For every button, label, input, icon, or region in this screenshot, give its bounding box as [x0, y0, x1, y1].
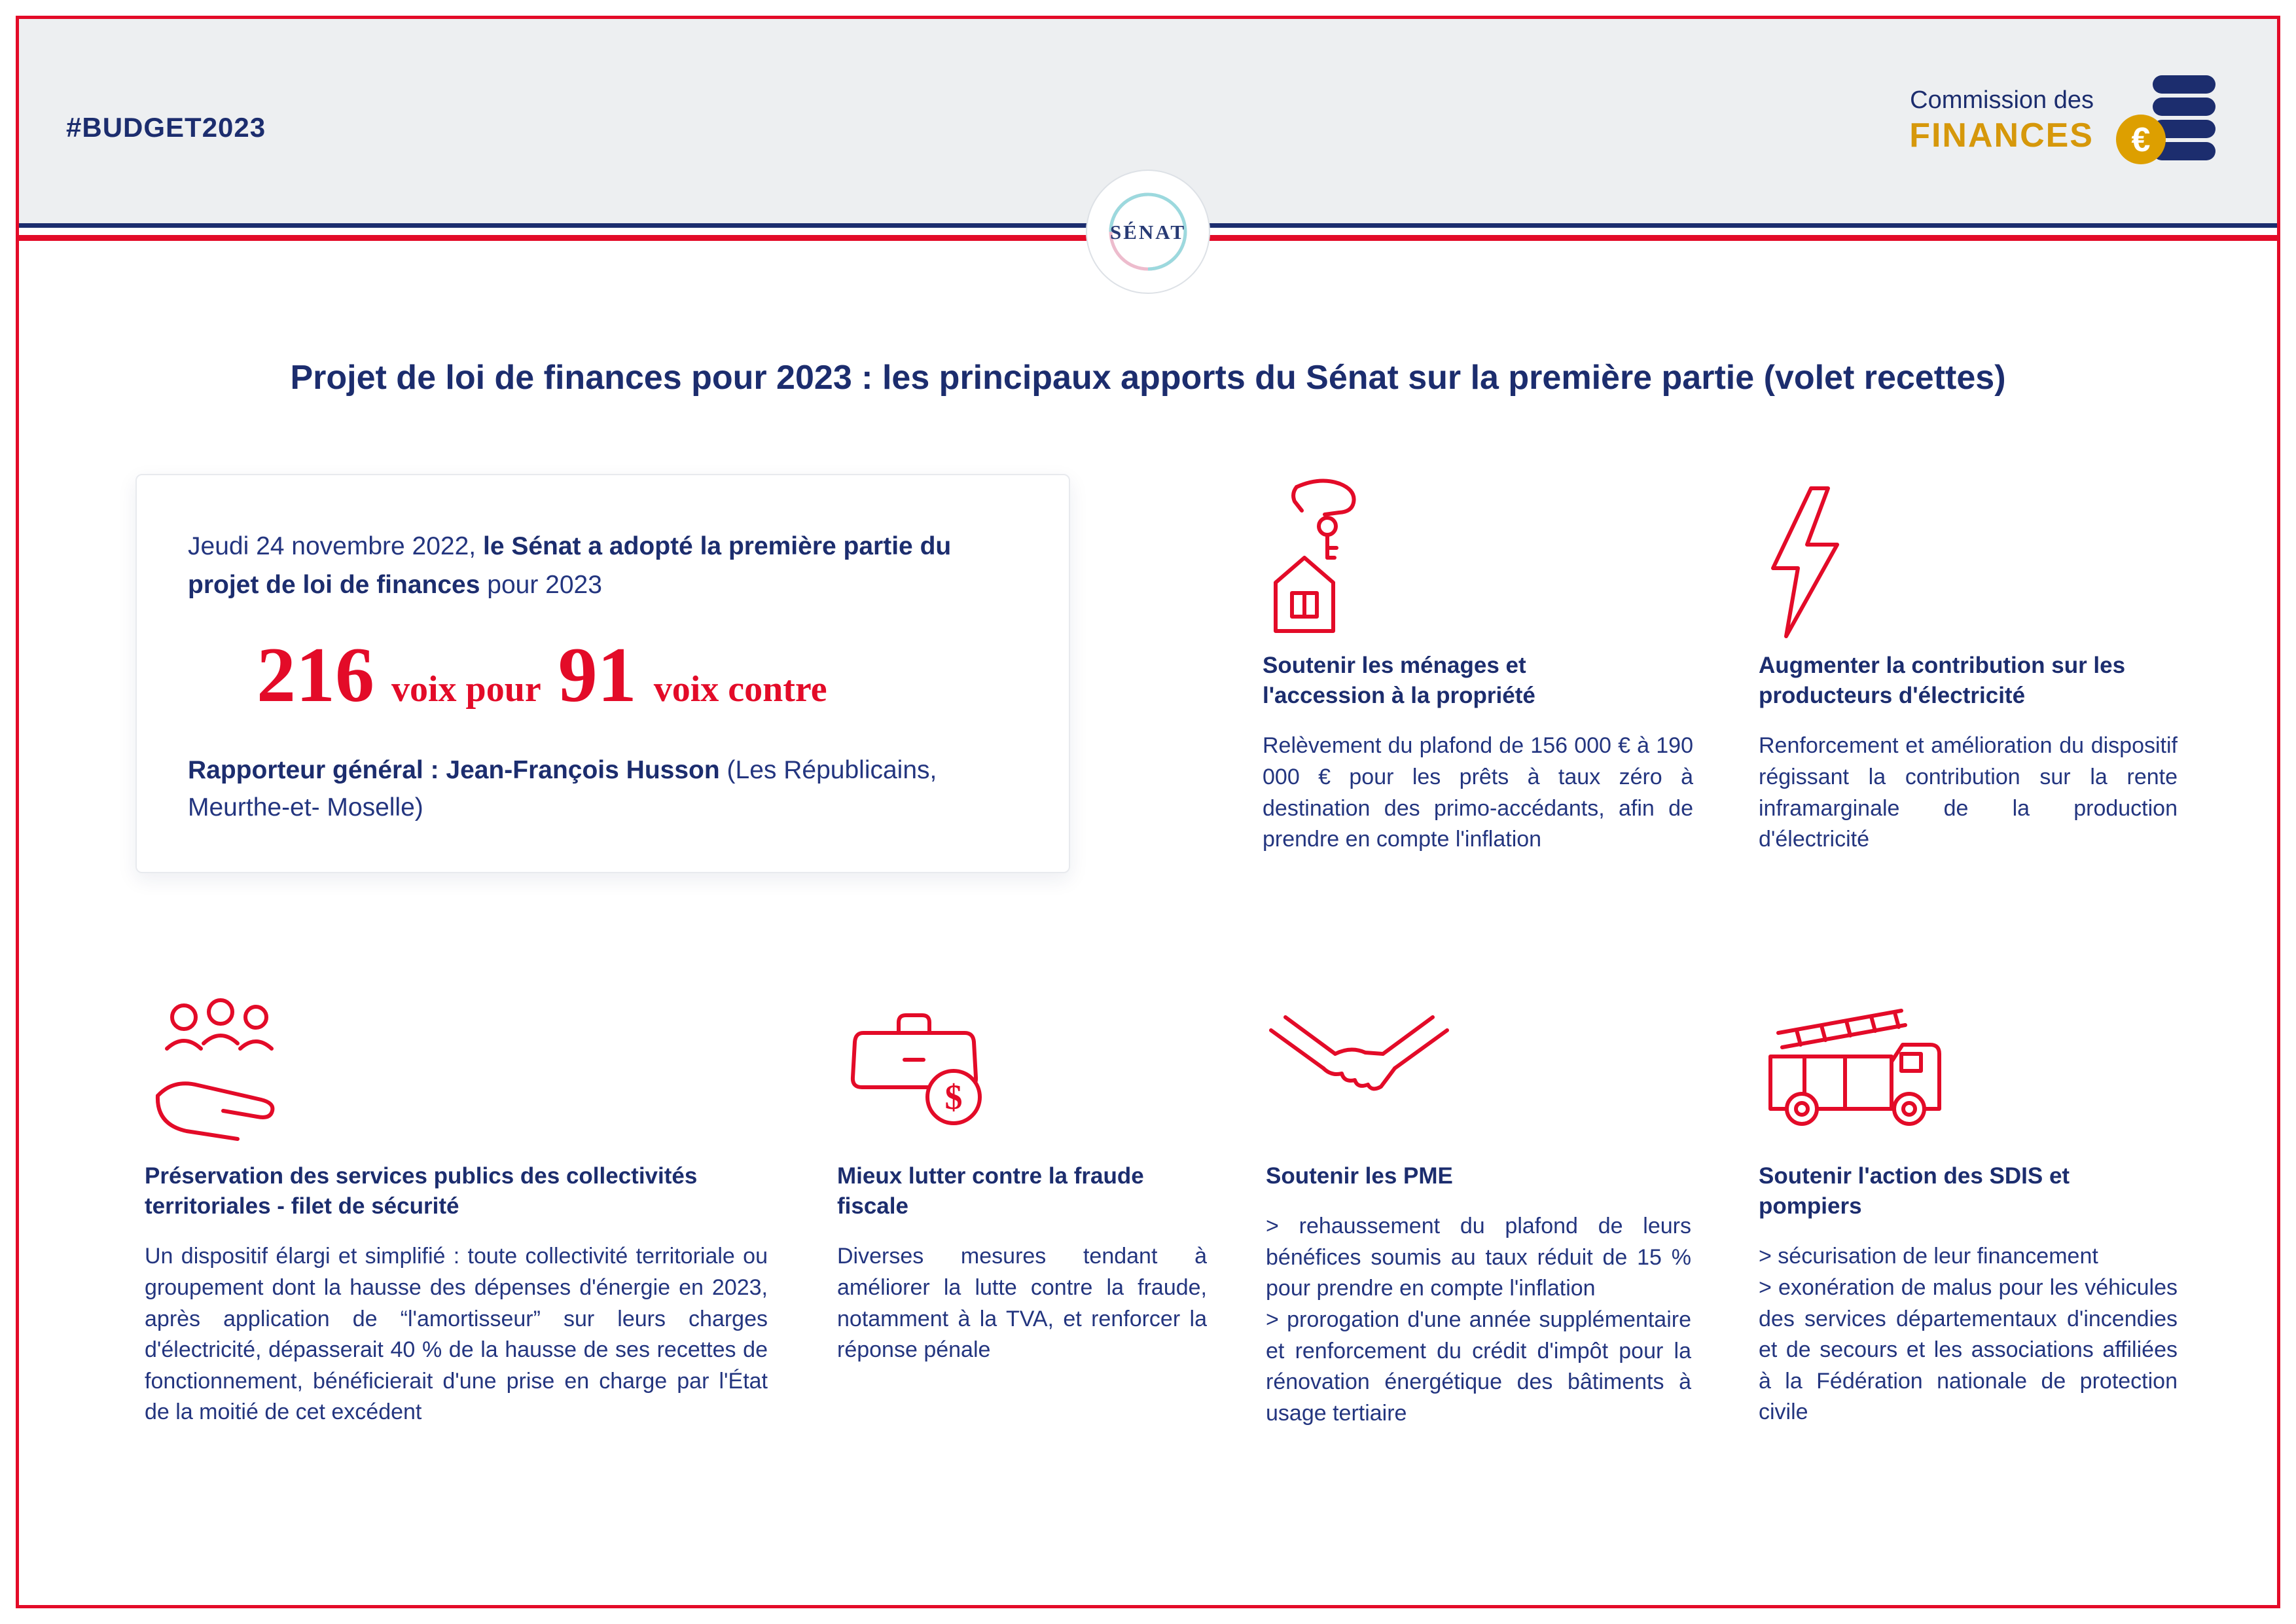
section-body: Un dispositif élargi et simplifié : tout…	[145, 1244, 768, 1425]
section-body: Relèvement du plafond de 156 000 € à 190…	[1263, 733, 1693, 852]
senat-logo-badge: SÉNAT	[1085, 168, 1211, 295]
intro-prefix: Jeudi 24 novembre 2022,	[188, 532, 483, 560]
section-title: Soutenir les ménages et l'accession à la…	[1263, 653, 1535, 709]
rapporteur-line: Rapporteur général : Jean-François Husso…	[188, 752, 1018, 826]
votes-for-value: 216	[257, 631, 374, 718]
handshake-icon	[1269, 1015, 1449, 1091]
icon-box	[145, 971, 768, 1161]
summary-card: Jeudi 24 novembre 2022, le Sénat a adopt…	[135, 474, 1070, 874]
section-fraude-fiscale: $ Mieux lutter contre la fraude fiscale …	[837, 971, 1207, 1366]
icon-box	[1266, 971, 1691, 1161]
commission-label-line1: Commission des	[1910, 86, 2094, 114]
senat-logo-icon: SÉNAT	[1086, 170, 1210, 294]
briefcase-dollar-icon: $	[850, 1013, 982, 1125]
section-menages-propriete: Soutenir les ménages et l'accession à la…	[1263, 474, 1693, 856]
section-collectivites: Préservation des services publics des co…	[145, 971, 768, 1428]
commission-finances-label: Commission des FINANCES	[1909, 86, 2094, 155]
dollar-glyph: $	[945, 1077, 963, 1117]
page-title: Projet de loi de finances pour 2023 : le…	[290, 359, 2006, 397]
icon-box	[1263, 474, 1693, 651]
section-body: > sécurisation de leur financement > exo…	[1759, 1244, 2178, 1425]
section-pme: Soutenir les PME > rehaussement du plafo…	[1266, 971, 1691, 1429]
commission-label-line2: FINANCES	[1909, 116, 2094, 154]
section-title: Soutenir l'action des SDIS et pompiers	[1759, 1163, 2070, 1219]
section-body: Diverses mesures tendant à améliorer la …	[837, 1244, 1207, 1363]
intro-suffix: pour 2023	[480, 570, 602, 599]
commission-finances-logo: Commission des FINANCES €	[1909, 71, 2222, 170]
icon-box	[1759, 474, 2178, 651]
votes-for-label: voix pour	[391, 669, 541, 710]
intro-bold: le Sénat a adopté la première partie du …	[188, 532, 952, 599]
votes-against-value: 91	[558, 631, 637, 718]
citizens-hand-icon	[155, 998, 275, 1141]
icon-box: $	[837, 971, 1207, 1161]
senat-logo-text: SÉNAT	[1110, 221, 1186, 244]
section-title: Soutenir les PME	[1266, 1163, 1453, 1189]
section-body: > rehaussement du plafond de leurs bénéf…	[1266, 1214, 1691, 1426]
section-body: Renforcement et amélioration du disposit…	[1759, 733, 2178, 852]
rapporteur-name: Rapporteur général : Jean-François Husso…	[188, 756, 720, 784]
euro-coins-icon: €	[2116, 75, 2215, 164]
hashtag-budget2023: #BUDGET2023	[66, 112, 266, 143]
adoption-intro: Jeudi 24 novembre 2022, le Sénat a adopt…	[188, 528, 1018, 604]
page-border: #BUDGET2023 Commission des FINANCES € SÉ…	[16, 16, 2280, 1608]
icon-box	[1759, 971, 2178, 1161]
lightning-icon	[1771, 486, 1839, 638]
section-title: Mieux lutter contre la fraude fiscale	[837, 1163, 1144, 1219]
rapporteur-party: (Les Républicains, Meurthe-et- Moselle)	[188, 756, 937, 821]
votes-against-label: voix contre	[653, 669, 827, 710]
section-title: Préservation des services publics des co…	[145, 1163, 698, 1219]
section-sdis-pompiers: Soutenir l'action des SDIS et pompiers >…	[1759, 971, 2178, 1428]
section-electricite: Augmenter la contribution sur les produc…	[1759, 474, 2178, 856]
hand-key-house-icon	[1274, 478, 1356, 633]
vote-results: 216 voix pour 91 voix contre	[257, 636, 1018, 714]
euro-glyph: €	[2132, 121, 2151, 159]
section-title: Augmenter la contribution sur les produc…	[1759, 653, 2126, 709]
fire-truck-icon	[1768, 1009, 1941, 1126]
